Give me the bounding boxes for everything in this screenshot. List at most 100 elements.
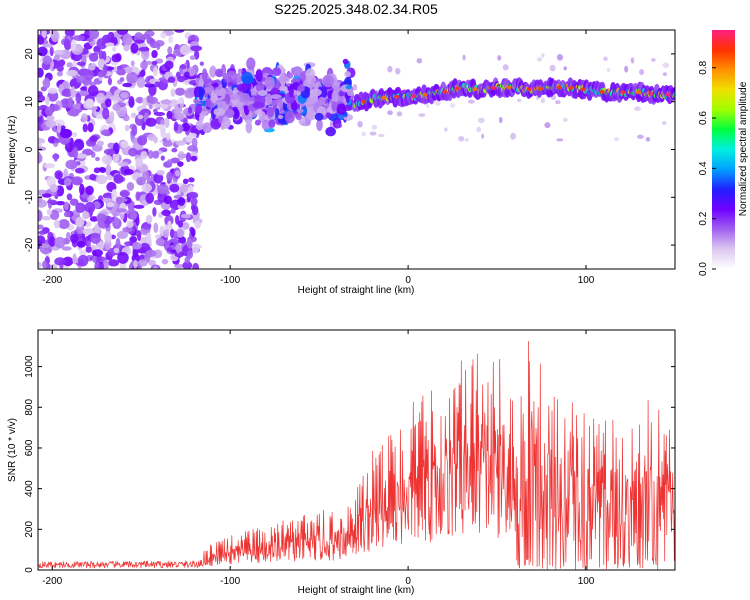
spectrogram-cell bbox=[153, 172, 164, 184]
spectrogram-cell bbox=[38, 146, 47, 152]
spectrogram-cell bbox=[124, 124, 130, 132]
spectrogram-cell bbox=[49, 46, 54, 57]
spectrogram-cell bbox=[387, 65, 393, 73]
spectrogram-cell bbox=[636, 134, 644, 139]
spectrogram-cell bbox=[387, 110, 393, 116]
spectrogram-cell bbox=[76, 61, 86, 66]
spectrogram-cell bbox=[131, 124, 138, 136]
spectrogram-cell bbox=[154, 81, 160, 88]
spectrogram-cell bbox=[101, 129, 111, 137]
spectrogram-cell bbox=[44, 106, 54, 117]
spectrogram-cell bbox=[140, 151, 148, 160]
spectrogram-cell bbox=[322, 74, 335, 88]
spectrogram-cell bbox=[38, 137, 44, 144]
colorbar-tick-label: 0.2 bbox=[698, 211, 709, 225]
spectrogram-cell bbox=[291, 66, 303, 77]
spectrogram-cell bbox=[277, 114, 284, 119]
spectrogram-cell bbox=[289, 83, 294, 98]
spectrogram-y-label: Frequency (Hz) bbox=[7, 116, 18, 185]
spectrogram-cell bbox=[606, 67, 611, 73]
spectrogram-cell bbox=[106, 201, 115, 208]
snr-x-axis: -200 -100 0 100 bbox=[42, 330, 595, 587]
spectrogram-cell bbox=[187, 106, 193, 114]
spectrogram-cell bbox=[651, 58, 656, 62]
spectrogram-cell bbox=[119, 190, 130, 198]
spectrogram-cell bbox=[65, 232, 71, 240]
spectrogram-cell bbox=[167, 220, 172, 231]
spectrogram-cell bbox=[177, 220, 184, 228]
spectrogram-cell bbox=[66, 193, 73, 201]
spectrogram-cell bbox=[556, 138, 564, 142]
spectrogram-cell bbox=[662, 121, 667, 125]
spectrogram-cell bbox=[201, 68, 208, 82]
spectrogram-cell bbox=[267, 106, 275, 118]
spectrogram-cell bbox=[49, 184, 59, 193]
spectrogram-cell bbox=[580, 87, 586, 92]
spectrogram-cell bbox=[63, 177, 72, 187]
spectrogram-cell bbox=[648, 91, 654, 96]
spectrogram-cell bbox=[202, 122, 213, 134]
spectrogram-cell bbox=[102, 259, 109, 269]
spectrogram-cell bbox=[175, 71, 181, 79]
spectrogram-cell bbox=[73, 35, 85, 41]
spectrogram-cell bbox=[38, 46, 48, 57]
spectrogram-cell bbox=[94, 261, 100, 269]
spectrogram-cell bbox=[180, 64, 187, 70]
spectrogram-cell bbox=[80, 86, 89, 91]
spectrogram-cell bbox=[49, 210, 60, 221]
spectrogram-cell bbox=[662, 72, 668, 77]
spectrogram-cell bbox=[128, 96, 135, 108]
spectrogram-cell bbox=[138, 47, 150, 52]
spectrogram-cell bbox=[38, 35, 45, 45]
spectrogram-cell bbox=[45, 96, 50, 106]
spectrogram-cell bbox=[395, 67, 401, 75]
spectrogram-cell bbox=[160, 131, 167, 139]
spectrogram-cell bbox=[99, 167, 107, 173]
spectrogram-cell bbox=[96, 140, 104, 147]
spectrogram-cell bbox=[103, 148, 116, 155]
spectrogram-cell bbox=[170, 88, 176, 97]
spectrogram-cell bbox=[264, 76, 275, 90]
spectrogram-x-label: Height of straight line (km) bbox=[298, 285, 415, 296]
chart-title: S225.2025.348.02.34.R05 bbox=[274, 1, 438, 17]
spectrogram-cell bbox=[38, 230, 47, 235]
colorbar-gradient bbox=[712, 30, 735, 269]
spectrogram-cell bbox=[105, 98, 112, 108]
spectrogram-cell bbox=[161, 258, 169, 265]
spectrogram-cell bbox=[38, 261, 42, 269]
spectrogram-cell bbox=[130, 60, 135, 67]
spectrogram-cell bbox=[556, 54, 564, 61]
snr-panel: -200 -100 0 100 0 200 400 600 800 1000 Height of… bbox=[7, 329, 676, 596]
spectrogram-cell bbox=[275, 107, 280, 118]
spectrogram-cell bbox=[449, 102, 456, 108]
spectrogram-cell bbox=[116, 230, 129, 239]
spectrogram-cell bbox=[166, 110, 173, 120]
spectrogram-cell bbox=[110, 95, 117, 101]
spectrogram-cell bbox=[105, 42, 115, 47]
spectrogram-cell bbox=[258, 90, 268, 97]
spectrogram-cell bbox=[662, 62, 670, 69]
colorbar-tick-label: 0.4 bbox=[698, 161, 709, 175]
spectrogram-cell bbox=[205, 98, 211, 105]
spectrogram-cell bbox=[153, 222, 159, 234]
spectrogram-cell bbox=[130, 112, 137, 119]
spectrogram-cell bbox=[502, 64, 509, 71]
spectrogram-cell bbox=[102, 197, 113, 203]
spectrogram-cell bbox=[481, 133, 485, 139]
spectrogram-cell bbox=[239, 92, 250, 103]
spectrogram-cell bbox=[141, 183, 153, 193]
spectrogram-cell bbox=[336, 103, 347, 115]
spectrogram-cell bbox=[164, 60, 174, 70]
spectrogram-cell bbox=[599, 89, 605, 94]
spectrogram-cell bbox=[128, 147, 138, 157]
spectrogram-cell bbox=[187, 145, 198, 152]
spectrogram-cell bbox=[209, 65, 217, 78]
spectrogram-cell bbox=[148, 259, 157, 266]
colorbar-tick-label: 0.8 bbox=[698, 60, 709, 74]
spectrogram-cell bbox=[639, 69, 645, 76]
spectrogram-cell bbox=[46, 114, 55, 122]
spectrogram-cell bbox=[133, 39, 145, 44]
spectrogram-cell bbox=[76, 224, 85, 235]
spectrogram-cell bbox=[151, 150, 160, 159]
spectrogram-cell bbox=[38, 106, 44, 111]
